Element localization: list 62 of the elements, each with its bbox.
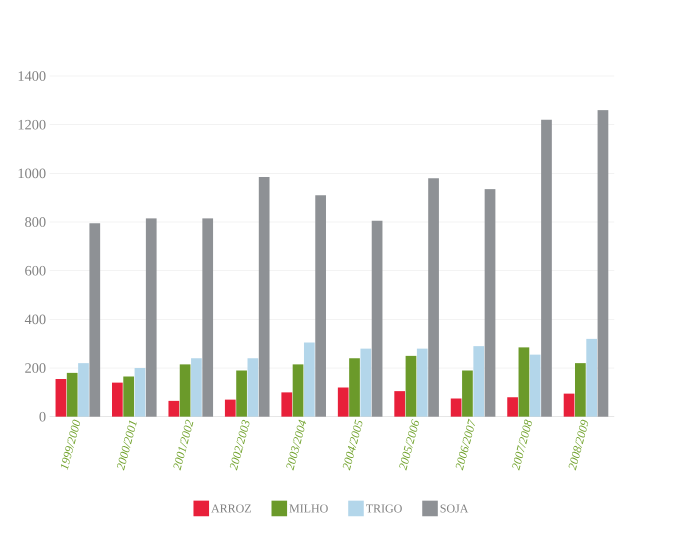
y-tick-label: 800 bbox=[25, 217, 46, 228]
bar bbox=[428, 178, 439, 417]
x-tick-label: 2007/2008 bbox=[512, 420, 532, 471]
bar bbox=[56, 379, 66, 417]
bar bbox=[394, 391, 406, 417]
x-tick-label: 2002/2003 bbox=[230, 420, 250, 471]
bar bbox=[349, 358, 360, 417]
legend-label: SOJA bbox=[440, 504, 468, 513]
bar bbox=[473, 346, 484, 417]
bar bbox=[304, 342, 315, 417]
y-tick-label: 1200 bbox=[18, 120, 46, 130]
bar bbox=[564, 394, 574, 417]
bar bbox=[292, 364, 304, 417]
legend-label: ARROZ bbox=[211, 504, 251, 513]
bar bbox=[258, 177, 270, 417]
bar bbox=[134, 368, 146, 417]
bar bbox=[518, 348, 530, 417]
bar bbox=[416, 348, 428, 417]
x-tick-label: 2006/2007 bbox=[456, 418, 475, 471]
bar bbox=[315, 195, 326, 417]
x-tick-label: 2005/2006 bbox=[399, 419, 419, 471]
bar bbox=[541, 120, 552, 417]
y-tick-label: 1400 bbox=[18, 71, 46, 82]
bar bbox=[372, 221, 382, 417]
bar bbox=[338, 388, 349, 417]
y-tick-label: 0 bbox=[39, 412, 46, 422]
bar bbox=[248, 358, 258, 417]
legend-label: TRIGO bbox=[366, 504, 402, 513]
bar bbox=[360, 348, 372, 417]
bar bbox=[598, 110, 608, 417]
x-tick-label: 1999/2000 bbox=[60, 420, 80, 470]
bar bbox=[406, 356, 416, 417]
bar bbox=[202, 218, 214, 417]
bar bbox=[89, 223, 100, 417]
bar bbox=[112, 382, 123, 417]
bar bbox=[574, 363, 586, 417]
bar bbox=[450, 398, 462, 417]
y-tick-label: 400 bbox=[24, 314, 46, 324]
bar bbox=[180, 364, 190, 417]
x-tick-label: 2004/2005 bbox=[342, 420, 362, 471]
bar bbox=[236, 370, 247, 417]
bar bbox=[168, 401, 180, 417]
bar bbox=[191, 358, 202, 417]
bar bbox=[484, 189, 496, 417]
x-tick-label: 2008/2009 bbox=[568, 420, 588, 471]
bar bbox=[123, 376, 134, 417]
x-tick-label: 2000/2001 bbox=[116, 420, 137, 471]
bar bbox=[281, 392, 292, 417]
y-tick-label: 600 bbox=[25, 266, 46, 276]
bar bbox=[224, 400, 236, 417]
bar bbox=[146, 218, 157, 417]
bar bbox=[78, 363, 89, 417]
y-tick-label: 1000 bbox=[18, 168, 46, 178]
legend-label: MILHO bbox=[289, 504, 328, 513]
bar bbox=[462, 370, 473, 417]
y-tick-label: 200 bbox=[25, 363, 46, 374]
bar bbox=[66, 373, 78, 417]
bar bbox=[530, 354, 541, 417]
bar bbox=[586, 339, 598, 417]
x-tick-label: 2001/2002 bbox=[173, 420, 194, 471]
bar bbox=[507, 397, 518, 417]
x-tick-label: 2003/2004 bbox=[286, 420, 306, 471]
